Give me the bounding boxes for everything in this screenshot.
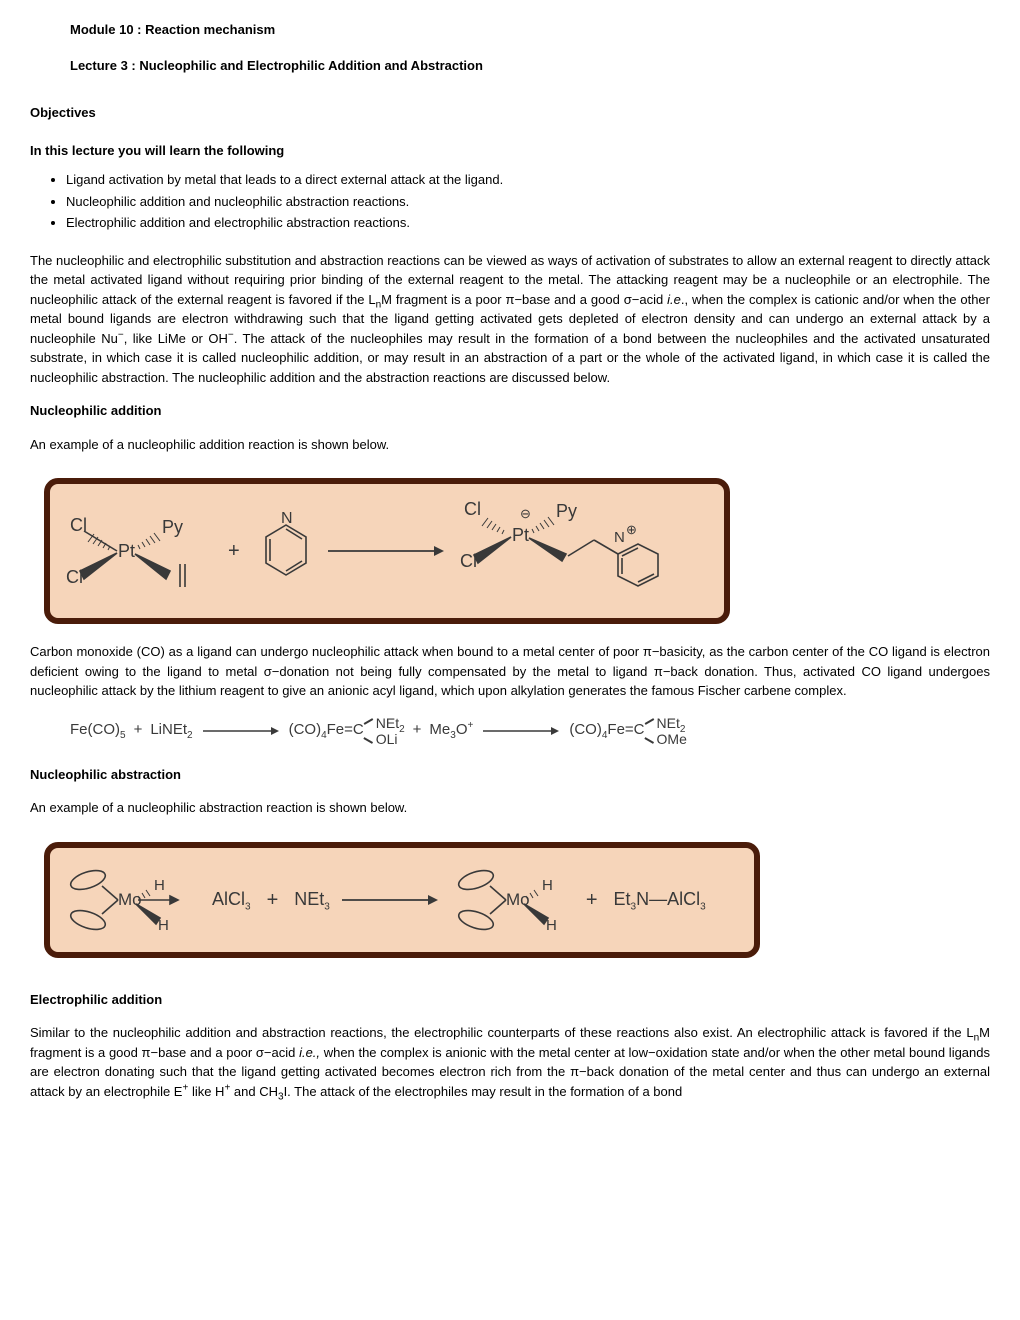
product-mo-complex: Mo H H: [450, 860, 570, 940]
reactant-mo-complex: Mo H H: [62, 860, 202, 940]
svg-text:H: H: [546, 917, 557, 934]
svg-text:⊕: ⊕: [626, 522, 637, 537]
list-item: Nucleophilic addition and nucleophilic a…: [66, 192, 990, 212]
product: Et3N—AlCl3: [614, 886, 706, 913]
reagent: Me3O+: [429, 719, 473, 742]
objectives-heading: Objectives: [30, 103, 990, 123]
reaction-scheme-1: Cl Cl Pt Py + N: [44, 478, 730, 624]
reaction-arrow-icon: [340, 890, 440, 910]
module-title: Module 10 : Reaction mechanism: [70, 20, 990, 40]
svg-text:Cl: Cl: [460, 551, 477, 571]
svg-text:H: H: [158, 917, 169, 934]
svg-text:Pt: Pt: [118, 541, 135, 561]
list-item: Ligand activation by metal that leads to…: [66, 170, 990, 190]
intro-paragraph: The nucleophilic and electrophilic subst…: [30, 251, 990, 388]
section-text: Carbon monoxide (CO) as a ligand can und…: [30, 642, 990, 701]
reagent: AlCl3: [212, 886, 251, 913]
reactant-pyridine: N: [256, 511, 316, 591]
reaction-arrow-icon: [201, 724, 281, 738]
svg-text:Mo: Mo: [118, 890, 142, 909]
reaction-scheme-2: Mo H H AlCl3 + NEt3 Mo H: [44, 842, 760, 958]
lecture-title: Lecture 3 : Nucleophilic and Electrophil…: [70, 56, 990, 76]
fischer-equation: Fe(CO)5 + LiNEt2 (CO)4Fe=C NEt2OLi + Me3…: [70, 715, 990, 747]
learn-heading: In this lecture you will learn the follo…: [30, 141, 990, 161]
svg-text:Mo: Mo: [506, 890, 530, 909]
svg-text:N: N: [614, 529, 625, 546]
list-item: Electrophilic addition and electrophilic…: [66, 213, 990, 233]
reagent: LiNEt2: [150, 719, 192, 742]
reagent: NEt3: [294, 886, 330, 913]
svg-text:H: H: [154, 877, 165, 894]
reaction-arrow-icon: [326, 541, 446, 561]
reaction-arrow-icon: [481, 724, 561, 738]
section-text: An example of a nucleophilic addition re…: [30, 435, 990, 455]
reagent: Fe(CO)5: [70, 719, 126, 742]
svg-text:Cl: Cl: [66, 567, 83, 587]
section-electrophilic-addition: Electrophilic addition: [30, 990, 990, 1010]
section-text: Similar to the nucleophilic addition and…: [30, 1023, 990, 1101]
section-nucleophilic-addition: Nucleophilic addition: [30, 401, 990, 421]
section-text: An example of a nucleophilic abstraction…: [30, 798, 990, 818]
svg-text:⊖: ⊖: [520, 506, 531, 521]
section-nucleophilic-abstraction: Nucleophilic abstraction: [30, 765, 990, 785]
svg-text:Py: Py: [162, 517, 183, 537]
svg-text:Py: Py: [556, 501, 577, 521]
svg-text:Cl: Cl: [70, 515, 87, 535]
reactant-pt-complex: Cl Cl Pt Py: [62, 509, 212, 593]
svg-text:N: N: [281, 511, 293, 527]
plus-sign: +: [228, 536, 240, 566]
product: (CO)4Fe=C NEt2OMe: [569, 715, 687, 747]
objectives-list: Ligand activation by metal that leads to…: [54, 170, 990, 233]
svg-text:Pt: Pt: [512, 525, 529, 545]
svg-text:H: H: [542, 877, 553, 894]
product-pt-complex: Cl Cl Pt Py ⊖ N ⊕: [456, 496, 686, 606]
svg-text:Cl: Cl: [464, 499, 481, 519]
intermediate: (CO)4Fe=C NEt2OLi: [289, 715, 405, 747]
